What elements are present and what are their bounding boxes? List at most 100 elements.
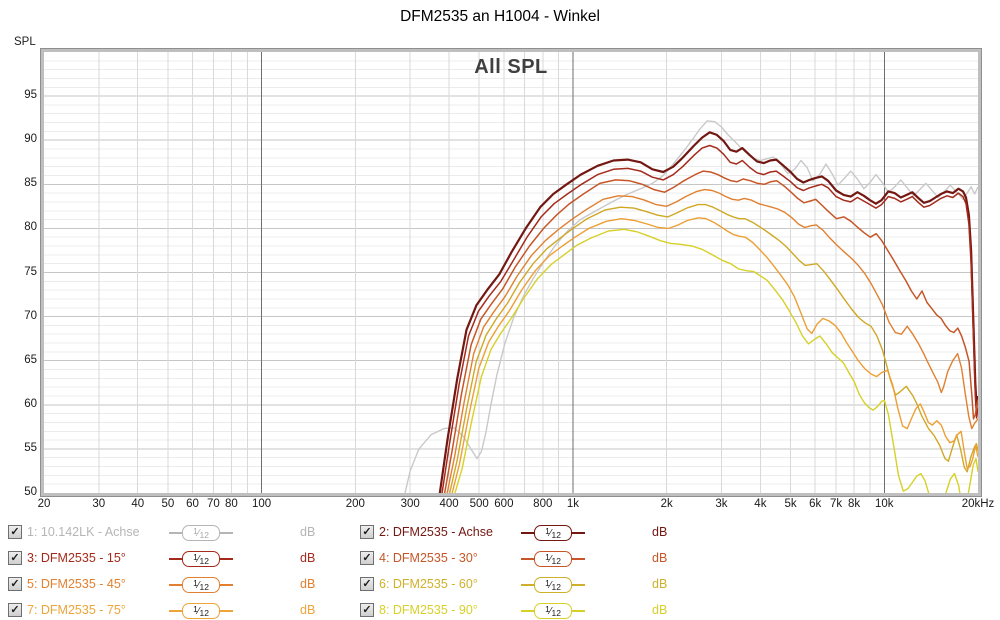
unit-label: dB [652, 525, 668, 539]
legend-checkbox[interactable]: ✓ [360, 525, 374, 539]
plot-area [44, 52, 978, 493]
x-tick-label: 1k [566, 498, 580, 510]
x-tick-label: 8k [848, 498, 861, 510]
x-tick-label: 20 [37, 498, 51, 510]
smoothing-control[interactable]: 1 ⁄ 12 [521, 524, 585, 542]
y-tick-label: 95 [24, 89, 37, 102]
smoothing-line [572, 584, 585, 586]
legend-checkbox[interactable]: ✓ [360, 577, 374, 591]
smoothing-value[interactable]: 1 ⁄ 12 [534, 551, 572, 567]
y-tick-label: 90 [24, 133, 37, 146]
x-tick-label: 60 [186, 498, 199, 510]
smoothing-line [521, 532, 534, 534]
curve-3 [441, 144, 978, 493]
x-tick-label: 400 [439, 498, 459, 510]
legend-series-label: 3: DFM2535 - 15° [27, 551, 126, 565]
unit-label: dB [300, 551, 316, 565]
y-tick-label: 65 [24, 353, 37, 366]
x-tick-label: 100 [252, 498, 272, 510]
smoothing-line [521, 584, 534, 586]
y-tick-label: 80 [24, 221, 37, 234]
legend-series-label: 8: DFM2535 - 90° [379, 603, 478, 617]
y-tick-label: 70 [24, 309, 37, 322]
smoothing-line [169, 532, 182, 534]
x-tick-label: 800 [533, 498, 553, 510]
x-axis-tick-labels: 20 30 40 50 60 70 80 100 200 300 400 500 600 800 1k 2k 3… [0, 498, 1000, 512]
plot-title: All SPL [474, 56, 548, 78]
unit-label: dB [652, 603, 668, 617]
legend-series-label: 6: DFM2535 - 60° [379, 577, 478, 591]
x-tick-label: 3k [715, 498, 728, 510]
unit-label: dB [652, 551, 668, 565]
x-tick-label: 7k [829, 498, 843, 510]
y-tick-label: 50 [24, 486, 37, 498]
smoothing-value[interactable]: 1 ⁄ 12 [182, 551, 220, 567]
smoothing-value[interactable]: 1 ⁄ 12 [534, 577, 572, 593]
smoothing-line [220, 532, 233, 534]
x-tick-label: 30 [92, 498, 106, 510]
smoothing-control[interactable]: 1 ⁄ 12 [169, 602, 233, 620]
smoothing-line [169, 558, 182, 560]
smoothing-line [521, 610, 534, 612]
legend-checkbox[interactable]: ✓ [8, 603, 22, 617]
x-tick-label: 2k [660, 498, 673, 510]
smoothing-value[interactable]: 1 ⁄ 12 [182, 525, 220, 541]
smoothing-value[interactable]: 1 ⁄ 12 [182, 603, 220, 619]
x-tick-label: 300 [400, 498, 420, 510]
curve-5 [446, 188, 978, 493]
y-tick-label: 75 [24, 265, 37, 278]
curve-6 [448, 203, 978, 493]
y-axis-title: SPL [14, 36, 36, 48]
smoothing-control[interactable]: 1 ⁄ 12 [169, 550, 233, 568]
smoothing-control[interactable]: 1 ⁄ 12 [521, 550, 585, 568]
unit-label: dB [652, 577, 668, 591]
smoothing-value[interactable]: 1 ⁄ 12 [182, 577, 220, 593]
legend-series-label: 5: DFM2535 - 45° [27, 577, 126, 591]
smoothing-line [220, 584, 233, 586]
x-tick-label: 5k [784, 498, 797, 510]
smoothing-control[interactable]: 1 ⁄ 12 [521, 576, 585, 594]
legend-series-label: 4: DFM2535 - 30° [379, 551, 478, 565]
smoothing-line [572, 558, 585, 560]
smoothing-line [169, 610, 182, 612]
x-tick-label: 600 [494, 498, 514, 510]
legend-series-label: 2: DFM2535 - Achse [379, 525, 493, 539]
y-tick-label: 55 [24, 441, 37, 454]
curve-7 [451, 217, 978, 493]
smoothing-control[interactable]: 1 ⁄ 12 [169, 576, 233, 594]
smoothing-line [220, 558, 233, 560]
smoothing-line [521, 558, 534, 560]
legend-checkbox[interactable]: ✓ [8, 525, 22, 539]
x-tick-label: 500 [469, 498, 489, 510]
y-axis-tick-labels: 95 90 85 80 75 70 65 60 55 50 [0, 0, 40, 500]
curve-8 [454, 228, 978, 493]
unit-label: dB [300, 603, 316, 617]
x-tick-label: 70 [206, 498, 220, 510]
smoothing-value[interactable]: 1 ⁄ 12 [534, 603, 572, 619]
unit-label: dB [300, 525, 316, 539]
x-tick-label: 80 [225, 498, 238, 510]
page-title: DFM2535 an H1004 - Winkel [400, 8, 600, 25]
y-tick-label: 60 [24, 397, 37, 410]
y-tick-label: 85 [24, 177, 37, 190]
legend-checkbox[interactable]: ✓ [360, 603, 374, 617]
smoothing-control[interactable]: 1 ⁄ 12 [521, 602, 585, 620]
x-tick-label: 40 [131, 498, 145, 510]
x-tick-label: 20kHz [961, 498, 995, 510]
plot-frame: All SPL [40, 48, 982, 497]
unit-label: dB [300, 577, 316, 591]
legend-checkbox[interactable]: ✓ [8, 577, 22, 591]
smoothing-line [572, 610, 585, 612]
smoothing-value[interactable]: 1 ⁄ 12 [534, 525, 572, 541]
legend-checkbox[interactable]: ✓ [360, 551, 374, 565]
curve-4 [443, 170, 978, 493]
smoothing-line [169, 584, 182, 586]
legend-series-label: 7: DFM2535 - 75° [27, 603, 126, 617]
x-tick-label: 10k [874, 498, 894, 510]
x-tick-label: 4k [754, 498, 767, 510]
x-tick-label: 200 [345, 498, 365, 510]
smoothing-control[interactable]: 1 ⁄ 12 [169, 524, 233, 542]
curve-2 [438, 131, 978, 493]
legend-checkbox[interactable]: ✓ [8, 551, 22, 565]
x-tick-label: 50 [161, 498, 175, 510]
